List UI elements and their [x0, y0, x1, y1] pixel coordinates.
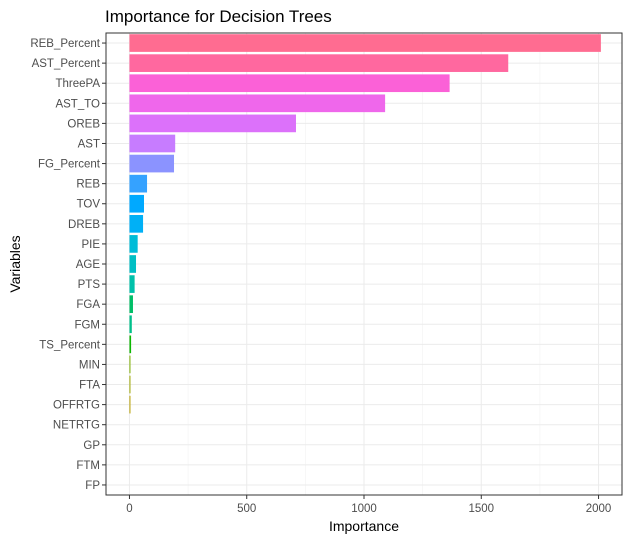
- y-tick-label: GP: [83, 440, 100, 452]
- bar-dreb: [129, 214, 144, 233]
- y-tick-label: AST_Percent: [32, 58, 101, 70]
- y-tick-label: REB: [76, 179, 100, 191]
- bar-fta: [129, 375, 131, 394]
- bar-fg-percent: [129, 154, 175, 173]
- chart-title: Importance for Decision Trees: [105, 7, 332, 26]
- bar-min: [129, 355, 131, 374]
- x-tick-label: 2000: [586, 503, 612, 515]
- y-tick-label: DREB: [68, 219, 100, 231]
- x-axis-title: Importance: [329, 518, 399, 534]
- bar-age: [129, 255, 137, 273]
- x-tick-label: 0: [126, 503, 132, 515]
- y-tick-label: AGE: [76, 259, 101, 271]
- y-tick-label: PIE: [81, 239, 100, 251]
- y-axis-title: Variables: [7, 235, 23, 292]
- bar-ts-percent: [129, 335, 132, 354]
- bar-fga: [129, 295, 133, 314]
- bar-ast: [129, 134, 176, 153]
- y-tick-label: ThreePA: [55, 78, 100, 90]
- x-tick-label: 1000: [351, 503, 377, 515]
- bar-pie: [129, 235, 138, 253]
- bar-tov: [129, 194, 144, 213]
- x-tick-label: 1500: [468, 503, 494, 515]
- y-tick-label: REB_Percent: [30, 38, 100, 50]
- y-tick-label: AST: [78, 138, 100, 150]
- y-tick-label: FGA: [76, 299, 100, 311]
- bar-ast-percent: [129, 54, 509, 72]
- bar-threepa: [129, 74, 450, 93]
- bars: [129, 34, 601, 414]
- x-tick-label: 500: [237, 503, 256, 515]
- y-tick-label: FTM: [76, 460, 100, 472]
- x-axis: 0 500 1000 1500 2000: [126, 495, 611, 515]
- y-tick-label: FG_Percent: [38, 159, 101, 171]
- bar-offrtg: [129, 395, 131, 414]
- y-tick-label: TOV: [77, 199, 101, 211]
- y-tick-label: PTS: [78, 279, 101, 291]
- y-tick-label: NETRTG: [53, 420, 100, 432]
- bar-pts: [129, 275, 135, 293]
- bar-ast-to: [129, 94, 386, 113]
- y-tick-label: FTA: [79, 380, 100, 392]
- y-tick-label: AST_TO: [55, 98, 100, 110]
- y-tick-label: MIN: [79, 359, 100, 371]
- bar-fgm: [129, 315, 132, 334]
- y-axis: REB_Percent AST_Percent ThreePA AST_TO OREB A…: [30, 38, 106, 492]
- y-tick-label: FGM: [74, 319, 100, 331]
- y-tick-label: FP: [85, 480, 100, 492]
- y-tick-label: OREB: [67, 118, 100, 130]
- bar-oreb: [129, 114, 296, 133]
- bar-reb-percent: [129, 34, 601, 52]
- bar-reb: [129, 174, 148, 193]
- y-tick-label: TS_Percent: [39, 339, 101, 351]
- y-tick-label: OFFRTG: [53, 400, 100, 412]
